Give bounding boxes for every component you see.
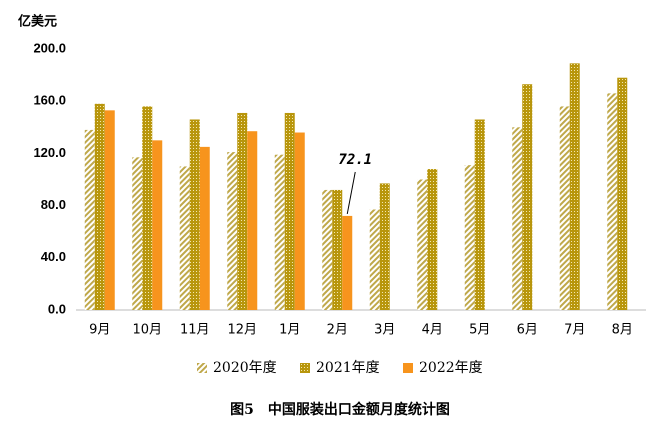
x-tick-label: 3月 (374, 323, 395, 338)
bar (227, 152, 238, 310)
bar (94, 103, 105, 310)
x-tick-label: 2月 (327, 323, 348, 338)
x-tick-label: 7月 (564, 323, 585, 338)
y-axis-title: 亿美元 (18, 14, 57, 30)
x-tick-label: 4月 (422, 323, 443, 338)
legend-label: 2022年度 (419, 360, 483, 376)
x-tick-label: 1月 (279, 323, 300, 338)
bar (322, 189, 333, 310)
bar (332, 189, 343, 310)
x-tick-label: 11月 (180, 323, 210, 338)
bar (522, 84, 533, 310)
x-tick-label: 6月 (517, 323, 538, 338)
legend-swatch (197, 363, 207, 373)
chart-title: 图5 中国服装出口金额月度统计图 (230, 401, 450, 418)
bar (199, 146, 210, 310)
bar (569, 63, 580, 311)
bar (464, 165, 475, 310)
bar (512, 127, 523, 310)
y-tick-label: 0.0 (48, 301, 66, 316)
bar (617, 77, 628, 311)
bar (247, 131, 258, 310)
bar (104, 110, 115, 311)
x-tick-label: 8月 (612, 323, 633, 338)
bar (417, 179, 428, 310)
bar (284, 112, 295, 310)
bar (179, 166, 190, 310)
bar (379, 183, 390, 310)
bar (132, 157, 143, 310)
bar (474, 119, 485, 310)
x-tick-label: 5月 (469, 323, 490, 338)
legend-label: 2020年度 (213, 360, 277, 376)
x-tick-label: 9月 (89, 323, 110, 338)
bar (369, 209, 380, 310)
bar (294, 132, 305, 310)
bar (152, 140, 163, 310)
legend-swatch (300, 363, 310, 373)
x-tick-label: 12月 (227, 323, 257, 338)
legend-swatch (403, 363, 413, 373)
x-tick-label: 10月 (132, 323, 162, 338)
legend-label: 2021年度 (316, 360, 380, 376)
y-tick-label: 80.0 (41, 197, 66, 212)
y-tick-label: 160.0 (33, 93, 66, 108)
bar (237, 112, 248, 310)
bar (142, 106, 153, 310)
bar (559, 106, 570, 310)
annotation-line (346, 171, 356, 215)
bar (342, 215, 353, 310)
bar (607, 93, 618, 311)
y-tick-label: 200.0 (33, 40, 66, 55)
y-tick-label: 120.0 (33, 145, 66, 160)
annotation: 72.1 (338, 152, 372, 168)
bar (189, 119, 200, 310)
bar (84, 129, 95, 310)
y-tick-label: 40.0 (41, 249, 66, 264)
bar (427, 169, 438, 310)
bar (274, 154, 285, 310)
